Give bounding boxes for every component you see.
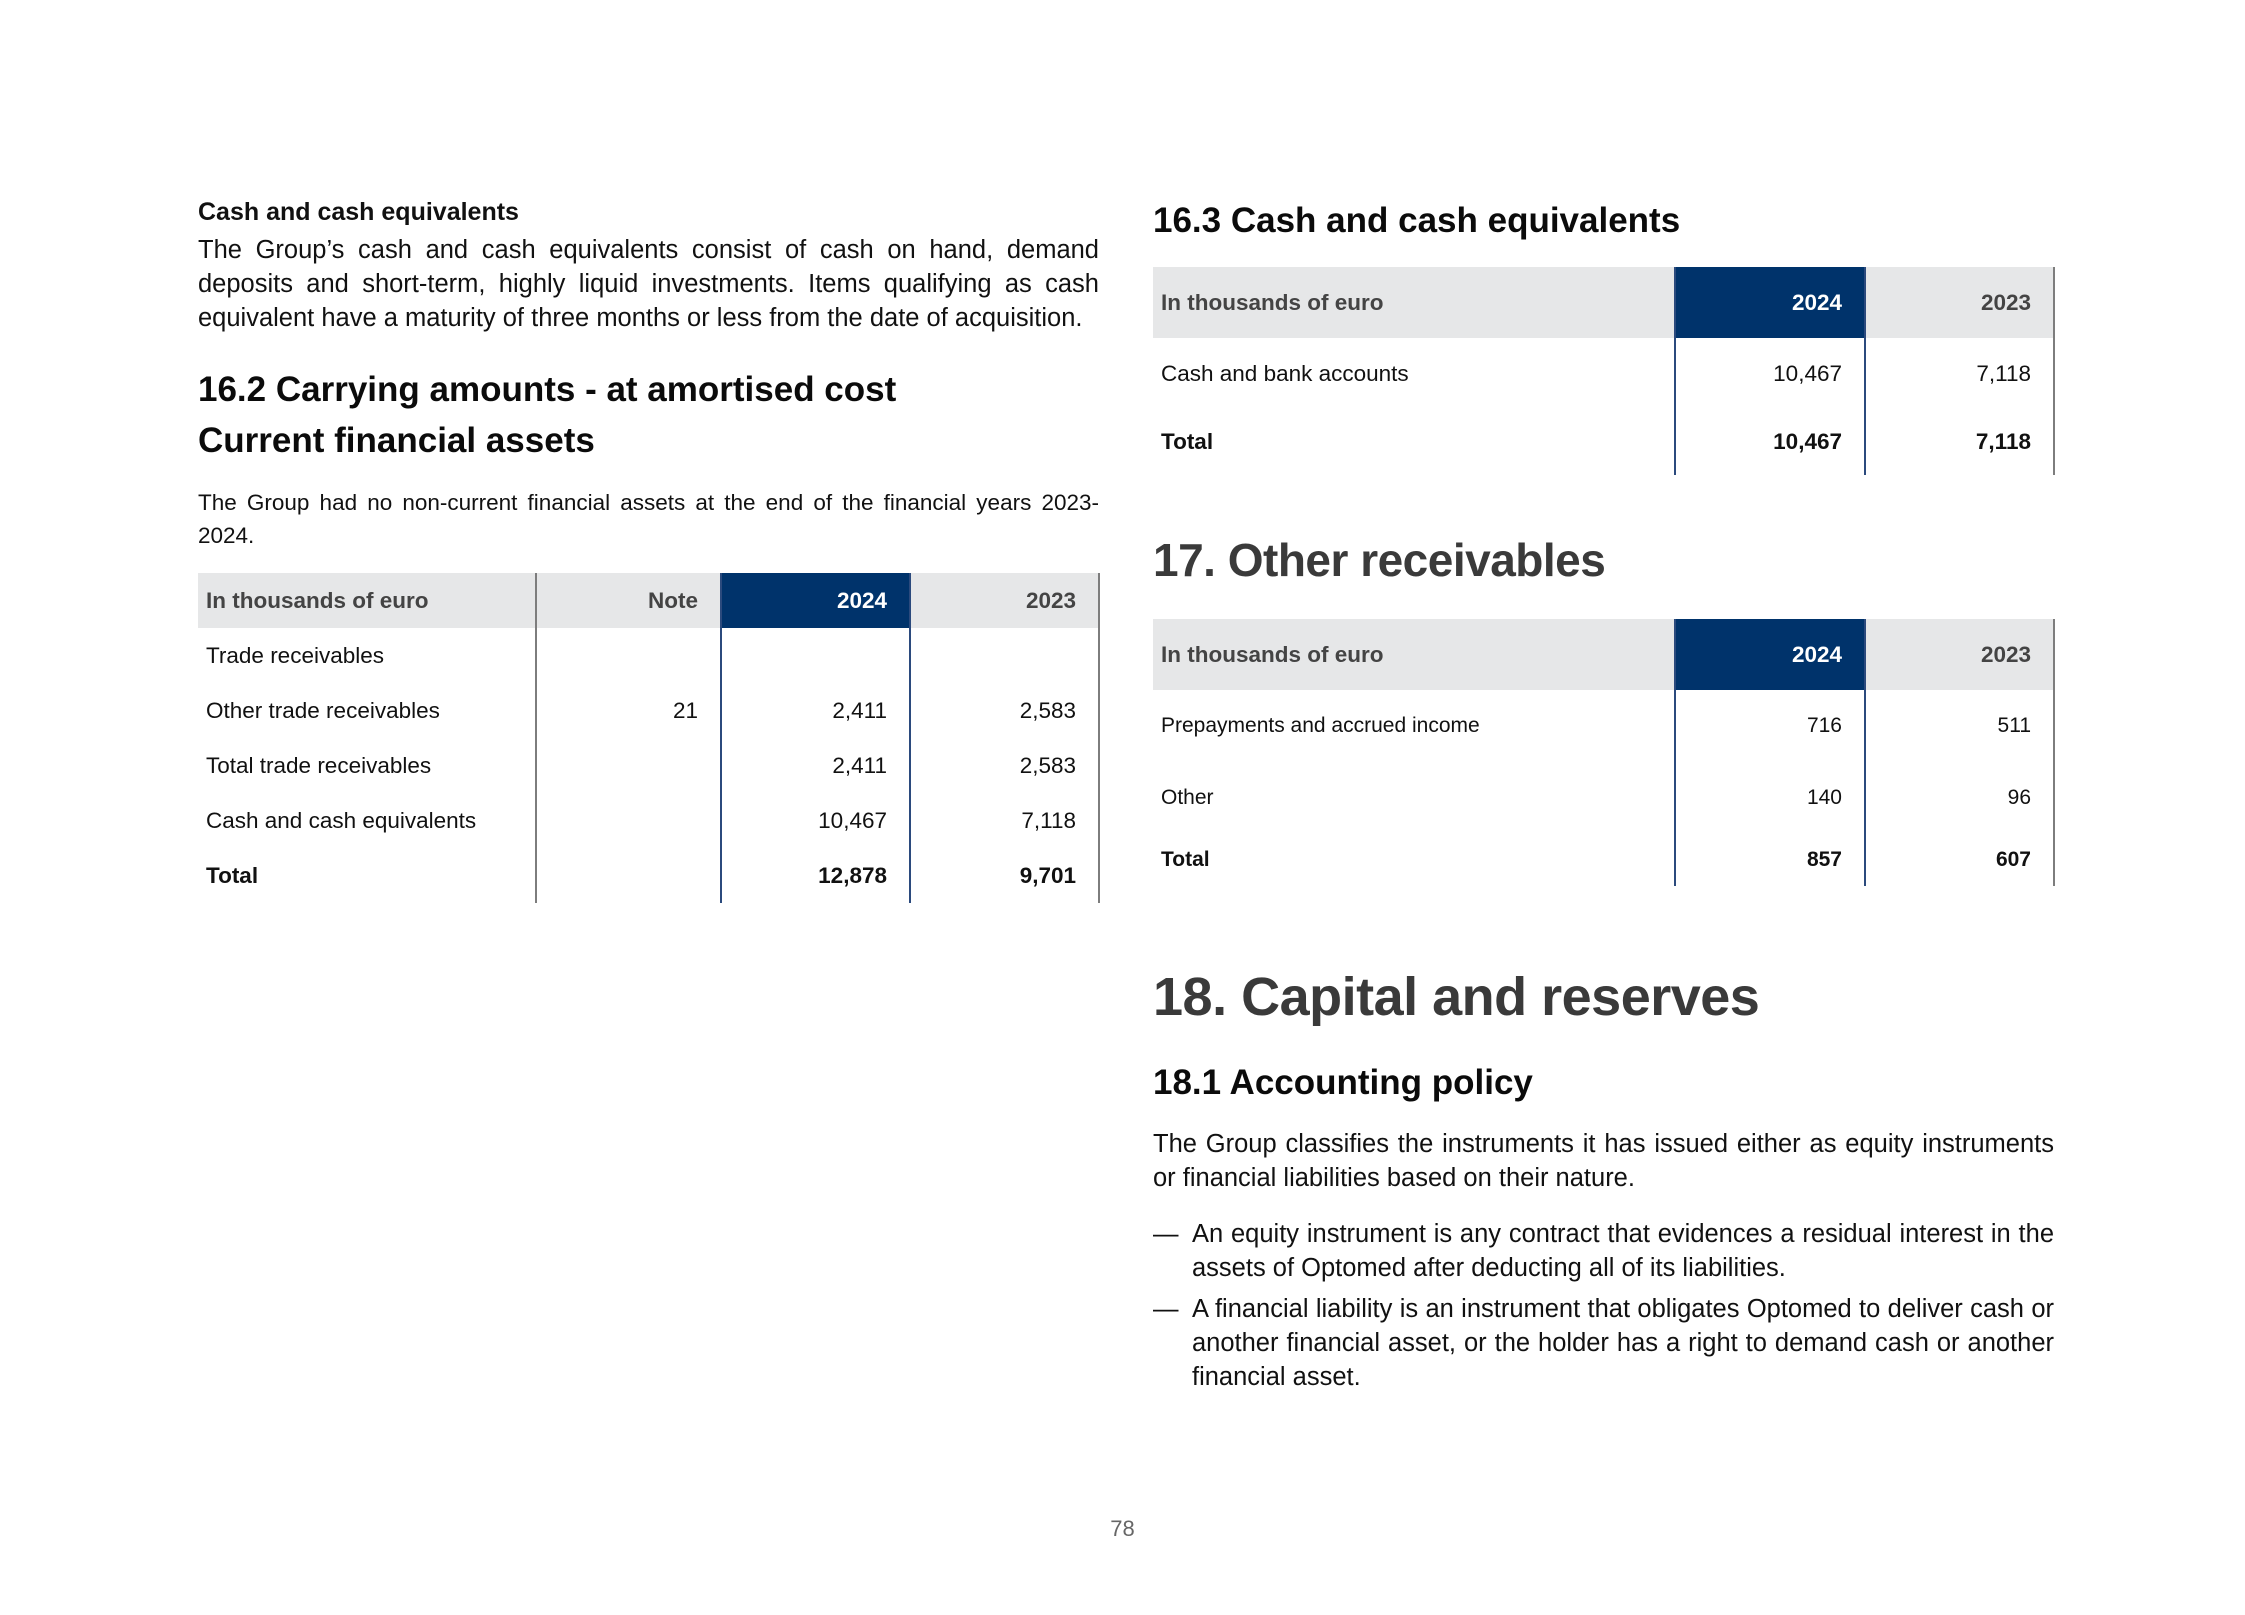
table-row: Other trade receivables 21 2,411 2,583 [198, 683, 1100, 738]
cell-label: Other [1161, 785, 1214, 809]
cell-2024: 2,411 [720, 683, 910, 738]
cell-label: Total [1161, 847, 1210, 871]
page-number: 78 [1110, 1516, 1135, 1541]
col-header-2023: 2023 [1864, 267, 2055, 338]
cell-2023: 511 [1864, 690, 2055, 762]
cell-2023: 7,118 [1864, 409, 2055, 475]
receivables-table: In thousands of euro 2024 2023 Prepaymen… [1153, 619, 2055, 886]
cell-2023: 7,118 [1864, 338, 2055, 409]
cell-2024 [720, 628, 910, 683]
table-row: Cash and bank accounts 10,467 7,118 [1153, 338, 2055, 409]
cell-label: Other trade receivables [206, 697, 440, 723]
cash-heading: Cash and cash equivalents [198, 198, 519, 226]
dash-bullet: — [1153, 1220, 1179, 1248]
cell-label: Cash and bank accounts [1161, 360, 1409, 386]
col-header-2023: 2023 [909, 573, 1100, 628]
cell-note: 21 [535, 683, 721, 738]
list-item: — A financial liability is an instrument… [1153, 1292, 2054, 1394]
dash-bullet: — [1153, 1295, 1179, 1323]
cell-2023: 7,118 [909, 793, 1100, 848]
table-row-total: Total 857 607 [1153, 833, 2055, 886]
table-row: Total trade receivables 2,411 2,583 [198, 738, 1100, 793]
col-header-label: In thousands of euro [198, 573, 536, 628]
cell-note [535, 848, 721, 903]
col-header-note: Note [535, 573, 721, 628]
table-row-total: Total 12,878 9,701 [198, 848, 1100, 903]
list-item: — An equity instrument is any contract t… [1153, 1217, 2054, 1285]
table-row: Cash and cash equivalents 10,467 7,118 [198, 793, 1100, 848]
section-title-16-3: 16.3 Cash and cash equivalents [1153, 201, 1681, 240]
col-header-label: In thousands of euro [1153, 619, 1675, 690]
table-row: Trade receivables [198, 628, 1100, 683]
cell-label: Prepayments and accrued income [1161, 714, 1480, 737]
col-header-2024: 2024 [1674, 619, 1865, 690]
section-title-18: 18. Capital and reserves [1153, 967, 1760, 1027]
cell-label: Total trade receivables [206, 752, 432, 778]
cell-note [535, 738, 721, 793]
table-row-total: Total 10,467 7,118 [1153, 409, 2055, 475]
cell-2024: 12,878 [720, 848, 910, 903]
cell-2023: 96 [1864, 762, 2055, 833]
bullet-text: A financial liability is an instrument t… [1192, 1295, 2054, 1391]
section-title-17: 17. Other receivables [1153, 534, 1606, 586]
cell-2023 [909, 628, 1100, 683]
col-header-2024: 2024 [720, 573, 910, 628]
cell-label: Trade receivables [206, 642, 385, 668]
cell-2023: 607 [1864, 833, 2055, 886]
cell-2024: 140 [1674, 762, 1865, 833]
policy-bullet-list: — An equity instrument is any contract t… [1153, 1217, 2054, 1394]
cell-2024: 2,411 [720, 738, 910, 793]
section-title-16-2: 16.2 Carrying amounts - at amortised cos… [198, 370, 897, 409]
cell-label: Total [1161, 429, 1214, 454]
section-subtitle-current-assets: Current financial assets [198, 421, 595, 460]
section-title-18-1: 18.1 Accounting policy [1153, 1063, 1533, 1102]
cell-label: Cash and cash equivalents [206, 807, 477, 833]
cash-table: In thousands of euro 2024 2023 Cash and … [1153, 267, 2055, 475]
col-header-2024: 2024 [1674, 267, 1865, 338]
cell-2023: 9,701 [909, 848, 1100, 903]
cash-paragraph: The Group’s cash and cash equivalents co… [198, 236, 1099, 332]
cell-2024: 10,467 [720, 793, 910, 848]
cell-2024: 716 [1674, 690, 1865, 762]
policy-paragraph: The Group classifies the instruments it … [1153, 1130, 2054, 1192]
cell-label: Total [206, 862, 259, 888]
cell-2024: 10,467 [1674, 338, 1865, 409]
note-paragraph: The Group had no non-current financial a… [198, 490, 1099, 548]
table-row: Other 140 96 [1153, 762, 2055, 833]
cell-2024: 10,467 [1674, 409, 1865, 475]
cell-note [535, 628, 721, 683]
bullet-text: An equity instrument is any contract tha… [1192, 1220, 2054, 1282]
cell-note [535, 793, 721, 848]
col-header-label: In thousands of euro [1153, 267, 1675, 338]
cell-2024: 857 [1674, 833, 1865, 886]
financial-assets-table: In thousands of euro Note 2024 2023 Trad… [198, 573, 1100, 903]
cell-2023: 2,583 [909, 683, 1100, 738]
cell-2023: 2,583 [909, 738, 1100, 793]
table-row: Prepayments and accrued income 716 511 [1153, 690, 2055, 762]
col-header-2023: 2023 [1864, 619, 2055, 690]
